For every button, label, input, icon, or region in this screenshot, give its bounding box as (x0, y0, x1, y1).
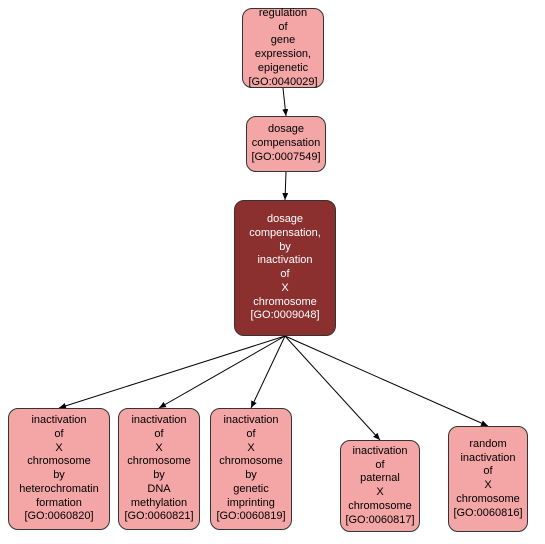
edge-n1-n2 (285, 172, 286, 200)
node-n7: randominactivationofXchromosome[GO:00608… (448, 426, 528, 532)
edge-n2-n3 (59, 336, 285, 408)
node-n1: dosagecompensation[GO:0007549] (246, 116, 326, 172)
edge-n2-n4 (159, 336, 285, 408)
node-n2: dosagecompensation,byinactivationofXchro… (234, 200, 336, 336)
edge-n2-n6 (285, 336, 380, 440)
edge-n2-n5 (251, 336, 285, 408)
node-n5: inactivationofXchromosomebygeneticimprin… (210, 408, 292, 530)
edge-n2-n7 (285, 336, 488, 426)
node-n6: inactivationofpaternalXchromosome[GO:006… (340, 440, 420, 532)
edge-n0-n1 (283, 88, 286, 116)
node-n3: inactivationofXchromosomebyheterochromat… (8, 408, 110, 530)
node-n0: regulationofgeneexpression,epigenetic[GO… (242, 8, 324, 88)
node-n4: inactivationofXchromosomebyDNAmethylatio… (118, 408, 200, 530)
